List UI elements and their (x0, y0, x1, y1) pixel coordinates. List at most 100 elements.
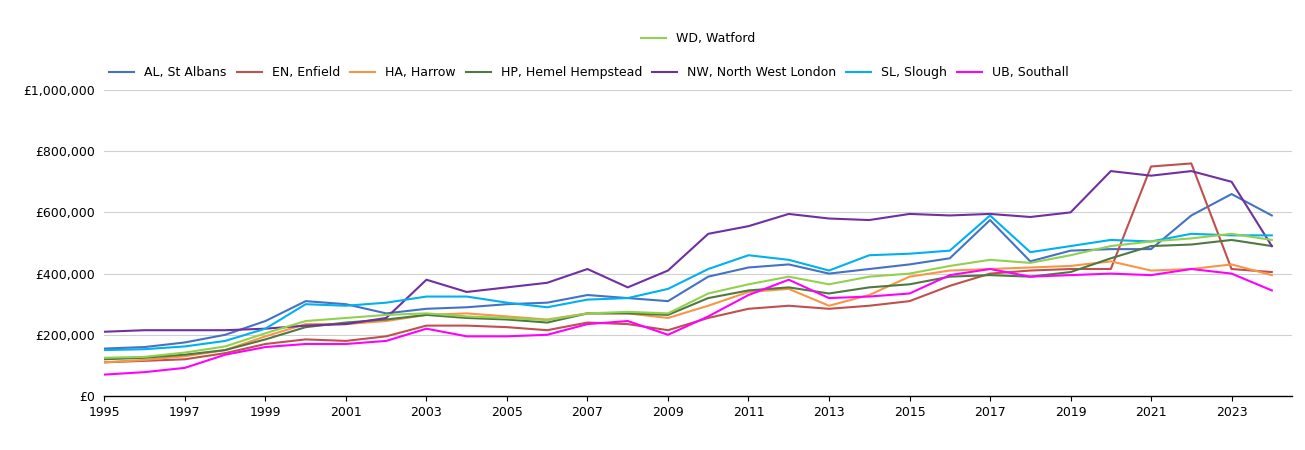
HP, Hemel Hempstead (137, 355, 153, 360)
UB, Southall (821, 295, 837, 301)
AL, St Albans (579, 292, 595, 298)
AL, St Albans (821, 271, 837, 276)
EN, Enfield (257, 341, 273, 346)
EN, Enfield (1265, 270, 1280, 275)
AL, St Albans (1143, 247, 1159, 252)
Line: HP, Hemel Hempstead: HP, Hemel Hempstead (104, 240, 1272, 359)
HP, Hemel Hempstead (1224, 237, 1240, 243)
AL, St Albans (620, 295, 636, 301)
WD, Watford (942, 263, 958, 269)
EN, Enfield (1184, 161, 1199, 166)
EN, Enfield (701, 315, 716, 321)
NW, North West London (861, 217, 877, 223)
UB, Southall (1265, 288, 1280, 293)
NW, North West London (1103, 168, 1118, 174)
UB, Southall (257, 344, 273, 350)
NW, North West London (97, 329, 112, 334)
NW, North West London (942, 213, 958, 218)
SL, Slough (620, 295, 636, 301)
AL, St Albans (499, 302, 514, 307)
NW, North West London (177, 328, 193, 333)
SL, Slough (579, 297, 595, 302)
WD, Watford (338, 315, 354, 321)
WD, Watford (1184, 236, 1199, 241)
NW, North West London (257, 326, 273, 331)
NW, North West London (701, 231, 716, 237)
HA, Harrow (701, 303, 716, 308)
UB, Southall (539, 332, 555, 338)
AL, St Albans (338, 302, 354, 307)
UB, Southall (1224, 271, 1240, 276)
WD, Watford (780, 274, 796, 279)
HA, Harrow (539, 317, 555, 322)
HA, Harrow (1143, 268, 1159, 273)
AL, St Albans (177, 340, 193, 345)
UB, Southall (983, 266, 998, 272)
AL, St Albans (97, 346, 112, 351)
WD, Watford (257, 331, 273, 336)
AL, St Albans (942, 256, 958, 261)
EN, Enfield (298, 337, 313, 342)
EN, Enfield (419, 323, 435, 328)
HA, Harrow (137, 357, 153, 363)
WD, Watford (620, 309, 636, 315)
EN, Enfield (499, 324, 514, 330)
Line: UB, Southall: UB, Southall (104, 269, 1272, 374)
WD, Watford (579, 310, 595, 316)
UB, Southall (620, 318, 636, 324)
AL, St Albans (378, 310, 394, 316)
HA, Harrow (338, 321, 354, 327)
HA, Harrow (1103, 259, 1118, 264)
WD, Watford (218, 344, 234, 349)
SL, Slough (137, 346, 153, 352)
HP, Hemel Hempstead (97, 356, 112, 362)
EN, Enfield (137, 358, 153, 364)
UB, Southall (499, 333, 514, 339)
HP, Hemel Hempstead (257, 337, 273, 342)
UB, Southall (701, 314, 716, 319)
WD, Watford (1224, 231, 1240, 237)
UB, Southall (861, 294, 877, 299)
Line: SL, Slough: SL, Slough (104, 216, 1272, 350)
EN, Enfield (177, 356, 193, 362)
HA, Harrow (97, 360, 112, 365)
SL, Slough (499, 300, 514, 306)
HP, Hemel Hempstead (1265, 243, 1280, 249)
WD, Watford (1143, 239, 1159, 244)
NW, North West London (499, 285, 514, 290)
UB, Southall (1062, 272, 1078, 278)
NW, North West London (1062, 210, 1078, 215)
EN, Enfield (218, 351, 234, 356)
WD, Watford (419, 310, 435, 316)
HA, Harrow (1224, 262, 1240, 267)
EN, Enfield (97, 360, 112, 365)
SL, Slough (821, 268, 837, 273)
SL, Slough (701, 266, 716, 272)
AL, St Albans (902, 262, 917, 267)
HP, Hemel Hempstead (821, 291, 837, 296)
UB, Southall (97, 372, 112, 377)
HA, Harrow (1022, 265, 1037, 270)
SL, Slough (1224, 233, 1240, 238)
HP, Hemel Hempstead (861, 285, 877, 290)
UB, Southall (137, 369, 153, 375)
UB, Southall (902, 291, 917, 296)
UB, Southall (741, 292, 757, 298)
EN, Enfield (861, 303, 877, 308)
SL, Slough (97, 347, 112, 353)
HP, Hemel Hempstead (1143, 243, 1159, 249)
HA, Harrow (177, 354, 193, 359)
UB, Southall (459, 333, 475, 339)
HP, Hemel Hempstead (902, 282, 917, 287)
HA, Harrow (298, 321, 313, 327)
AL, St Albans (137, 344, 153, 350)
UB, Southall (218, 352, 234, 357)
NW, North West London (298, 323, 313, 328)
HA, Harrow (780, 286, 796, 292)
Line: EN, Enfield: EN, Enfield (104, 163, 1272, 362)
HP, Hemel Hempstead (1022, 274, 1037, 279)
UB, Southall (579, 321, 595, 327)
SL, Slough (1184, 231, 1199, 237)
SL, Slough (1143, 239, 1159, 244)
EN, Enfield (780, 303, 796, 308)
